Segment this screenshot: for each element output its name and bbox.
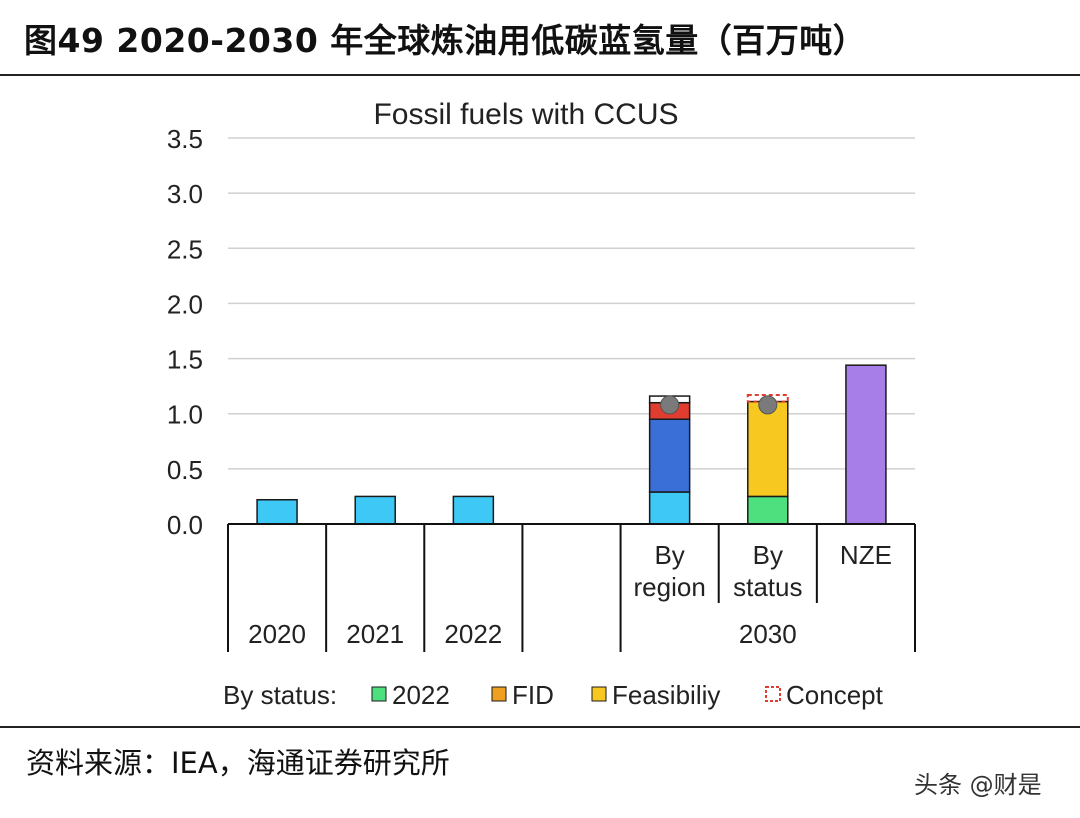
legend-swatch (371, 686, 387, 702)
y-tick-label: 1.0 (167, 400, 203, 430)
bar-segment (354, 495, 396, 525)
legend-swatch (591, 686, 607, 702)
x-category-label: status (733, 572, 802, 602)
figure-title: 图49 2020-2030 年全球炼油用低碳蓝氢量（百万吨） (24, 21, 867, 60)
bar-segment (648, 491, 691, 525)
bar-segment (452, 495, 495, 525)
bar-chart: Fossil fuels with CCUS 0.0 0.5 1.0 1.5 2.0 2.5… (167, 98, 916, 710)
marker-point (758, 395, 778, 415)
chart-title: Fossil fuels with CCUS (373, 98, 678, 131)
bar-segment (747, 400, 789, 498)
y-tick-label: 0.0 (167, 510, 203, 540)
legend-swatch (765, 686, 781, 702)
y-tick-label: 1.5 (167, 345, 203, 375)
x-category-label: NZE (840, 540, 892, 570)
legend-label: Concept (786, 680, 884, 710)
legend-prefix: By status: (223, 680, 337, 710)
x-group-label: 2022 (444, 619, 502, 649)
bar-segment (648, 418, 691, 493)
bar-segment (747, 495, 789, 525)
bar-segment (256, 498, 298, 525)
legend-label: Feasibiliy (612, 680, 720, 710)
source-note: 资料来源：IEA，海通证券研究所 (26, 746, 450, 780)
bottom-rule (0, 726, 1080, 728)
y-tick-label: 3.0 (167, 179, 203, 209)
y-tick-label: 0.5 (167, 455, 203, 485)
x-category-label: region (634, 572, 706, 602)
x-group-label: 2020 (248, 619, 306, 649)
legend-label: 2022 (392, 680, 450, 710)
y-tick-label: 2.5 (167, 234, 203, 264)
x-category-label: By (753, 540, 783, 570)
top-rule (0, 74, 1080, 76)
bar-segment (845, 364, 887, 525)
y-tick-label: 3.5 (167, 124, 203, 154)
legend-label: FID (512, 680, 554, 710)
marker-point (660, 395, 680, 415)
x-group-label: 2021 (346, 619, 404, 649)
watermark: 头条 @财是 (914, 771, 1042, 799)
y-tick-label: 2.0 (167, 289, 203, 319)
legend-swatch (491, 686, 507, 702)
x-category-label: By (654, 540, 684, 570)
x-group-label: 2030 (739, 619, 797, 649)
